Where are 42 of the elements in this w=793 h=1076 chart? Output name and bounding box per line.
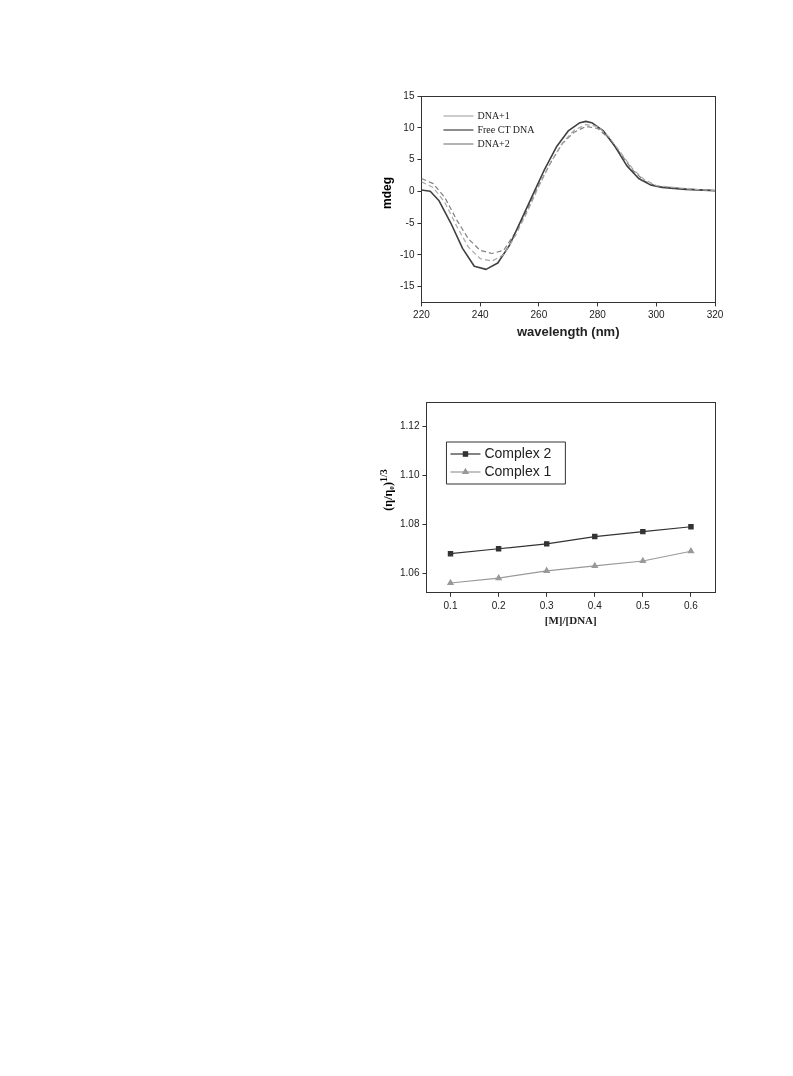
y-axis-title: mdeg [380, 176, 395, 210]
point [687, 547, 695, 554]
y-tick-label: 1.10 [399, 469, 420, 481]
x-tick-label: 280 [589, 309, 607, 321]
x-tick-label: 240 [471, 309, 489, 321]
x-axis-title: [M]/[DNA] [544, 614, 597, 627]
y-tick-label: -15 [400, 280, 415, 292]
y-tick-label: 15 [403, 89, 415, 101]
legend-label: Free CT DNA [477, 123, 536, 135]
y-tick-label: 1.12 [399, 420, 420, 432]
legend-label: DNA+1 [477, 109, 510, 121]
point [543, 567, 550, 573]
x-tick-label: 0.3 [539, 599, 555, 611]
y-tick-label: 1.06 [399, 566, 420, 578]
y-tick-label: -10 [400, 248, 415, 260]
x-tick-label: 220 [413, 309, 431, 321]
legend-label: Complex 1 [484, 462, 552, 479]
point [495, 546, 502, 552]
x-tick-label: 0.4 [587, 599, 603, 611]
point [543, 541, 550, 547]
x-tick-label: 0.1 [443, 599, 458, 611]
x-tick-label: 0.5 [635, 599, 651, 611]
legend-label: DNA+2 [477, 137, 510, 149]
point [495, 574, 502, 581]
legend-label: Complex 2 [484, 444, 552, 461]
x-tick-label: 0.6 [684, 599, 699, 611]
y-tick-label: 10 [403, 121, 415, 133]
point [447, 579, 454, 586]
y-tick-label: -5 [405, 216, 415, 228]
point [688, 524, 694, 530]
point [591, 562, 598, 568]
x-axis-title: wavelength (nm) [515, 323, 620, 339]
y-tick-label: 1.08 [399, 518, 420, 530]
y-tick-label: 5 [408, 153, 415, 165]
x-tick-label: 0.2 [491, 599, 506, 611]
y-tick-label: 0 [408, 185, 415, 197]
x-tick-label: 320 [706, 309, 724, 321]
point [640, 528, 646, 535]
x-tick-label: 300 [647, 309, 666, 321]
point [592, 533, 598, 540]
point [639, 557, 647, 564]
x-tick-label: 260 [530, 309, 548, 321]
